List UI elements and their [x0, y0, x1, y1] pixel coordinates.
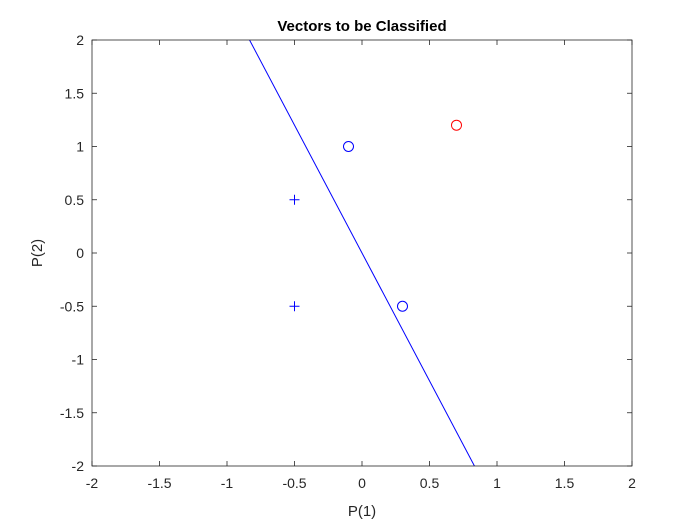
decision-boundary-line — [249, 40, 475, 466]
x-tick-label: -1 — [221, 475, 234, 491]
x-tick-label: 0.5 — [420, 475, 440, 491]
x-axis-label: P(1) — [348, 503, 376, 520]
x-tick-label: 1.5 — [555, 475, 575, 491]
axis-ticks: -2 -1.5 -1 -0.5 0 0.5 1 1.5 2 -2 -1.5 -1 -0.5 0 0.5 1 1.… — [60, 32, 636, 491]
y-tick-label: 0 — [76, 245, 84, 261]
plus-marker-point — [289, 301, 300, 312]
x-tick-label: 1 — [493, 475, 501, 491]
x-tick-label: 0 — [358, 475, 366, 491]
x-tick-label: -2 — [86, 475, 99, 491]
y-tick-label: -0.5 — [60, 298, 84, 314]
x-tick-label: 2 — [628, 475, 636, 491]
y-tick-label: 1.5 — [65, 85, 85, 101]
y-tick-label: 0.5 — [65, 192, 85, 208]
x-tick-label: -0.5 — [282, 475, 306, 491]
y-tick-label: 1 — [76, 139, 84, 155]
chart-marks — [249, 40, 475, 466]
x-tick-label: -1.5 — [147, 475, 171, 491]
blue-circle-point — [397, 300, 408, 312]
chart-title: Vectors to be Classified — [277, 18, 446, 35]
y-tick-label: -1.5 — [60, 405, 84, 421]
blue-circle-point — [343, 141, 354, 152]
y-tick-label: -1 — [72, 352, 85, 368]
red-circle-point — [451, 119, 462, 131]
y-tick-label: -2 — [72, 458, 85, 474]
y-axis-label: P(2) — [29, 239, 46, 267]
plus-marker-point — [289, 194, 300, 205]
y-tick-label: 2 — [76, 32, 84, 48]
